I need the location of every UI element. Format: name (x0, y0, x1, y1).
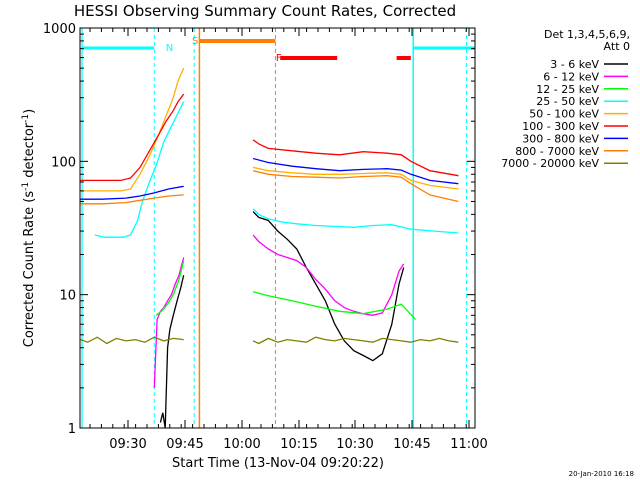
series-line-2-0 (155, 260, 185, 316)
series-line-2-1 (252, 291, 417, 321)
legend-entry-label: 12 - 25 keV (536, 83, 599, 96)
chart-title: HESSI Observing Summary Count Rates, Cor… (74, 2, 456, 20)
legend-header-line-2: Att 0 (604, 40, 630, 53)
series-line-3-1 (252, 208, 459, 234)
plot-frame (79, 27, 476, 429)
series-line-0-0 (159, 275, 185, 429)
event-marker-label: S (192, 36, 198, 47)
series-line-6-1 (252, 157, 459, 185)
x-tick-label: 10:30 (336, 437, 373, 452)
y-axis-label: Corrected Count Rate (s-1 detector-1) (21, 109, 37, 347)
series-line-6-0 (80, 185, 184, 200)
series-line-0-1 (252, 211, 405, 362)
series-line-4-0 (80, 67, 185, 192)
x-axis: 09:30 09:45 10:00 10:15 10:30 10:45 11:00 (89, 28, 488, 452)
series-line-8-1 (252, 336, 459, 345)
x-tick-label: 09:45 (166, 437, 203, 452)
legend-header-line-1: Det 1,3,4,5,6,9, (544, 28, 630, 41)
legend-entry-label: 50 - 100 keV (529, 108, 599, 121)
x-tick-label: 10:15 (280, 437, 317, 452)
series-line-1-0 (153, 257, 185, 388)
series-line-8-0 (80, 336, 184, 345)
legend-entry-label: 6 - 12 keV (543, 70, 599, 83)
footer-date: 20-Jan-2010 16:18 (569, 470, 634, 478)
legend-entry-label: 7000 - 20000 keV (501, 157, 599, 170)
legend-entry-label: 25 - 50 keV (536, 95, 599, 108)
series-line-4-1 (252, 166, 459, 190)
x-tick-label: 10:45 (393, 437, 430, 452)
series-line-5-0 (80, 93, 185, 182)
legend-entry-label: 300 - 800 keV (522, 132, 599, 145)
legend-entry-label: 100 - 300 keV (522, 120, 599, 133)
y-tick-label: 100 (51, 155, 76, 170)
series-line-7-1 (252, 170, 459, 203)
x-axis-label: Start Time (13-Nov-04 09:20:22) (172, 456, 384, 471)
legend-entry-label: 800 - 7000 keV (515, 145, 599, 158)
y-tick-label: 1000 (43, 22, 76, 37)
plot-area: S N F (80, 28, 475, 429)
y-tick-label: 1 (68, 422, 76, 437)
x-tick-label: 09:30 (109, 437, 146, 452)
x-tick-label: 10:00 (223, 437, 260, 452)
y-axis: 1 10 100 1000 (43, 22, 475, 437)
series-line-7-0 (80, 194, 184, 205)
event-marker-label: F (276, 53, 282, 64)
legend-entry-label: 3 - 6 keV (550, 58, 599, 71)
series-line-5-1 (252, 139, 459, 177)
series-line-3-0 (94, 101, 185, 238)
x-tick-label: 11:00 (450, 437, 487, 452)
y-tick-label: 10 (59, 289, 76, 304)
event-marker-label: N (166, 43, 173, 54)
